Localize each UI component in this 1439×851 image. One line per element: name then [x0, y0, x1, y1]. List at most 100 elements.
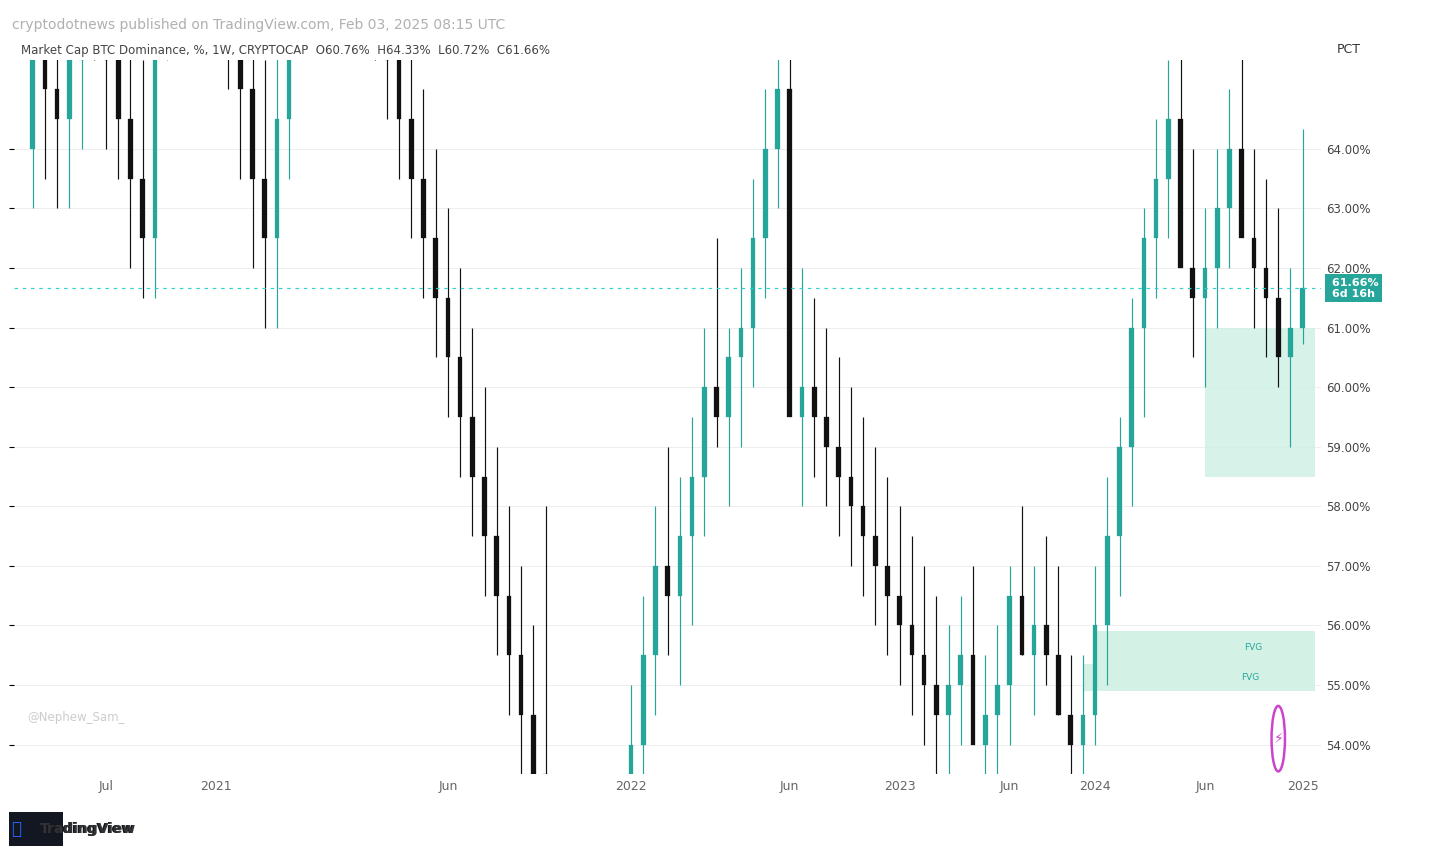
Bar: [665, 566, 671, 596]
Bar: [422, 179, 426, 238]
Text: @Nephew_Sam_: @Nephew_Sam_: [27, 711, 125, 724]
Bar: [1203, 268, 1207, 298]
Bar: [397, 60, 401, 119]
Bar: [1095, 631, 1315, 665]
Bar: [1252, 238, 1256, 268]
Bar: [1179, 119, 1183, 268]
Bar: [237, 0, 243, 89]
Bar: [1117, 447, 1122, 536]
Bar: [800, 387, 804, 417]
Bar: [1056, 655, 1061, 715]
Text: ™ TradingView: ™ TradingView: [9, 822, 134, 836]
Bar: [616, 834, 622, 851]
Bar: [776, 89, 780, 149]
Text: FVG: FVG: [1240, 673, 1259, 683]
Text: Market Cap BTC Dominance, %, 1W, CRYPTOCAP  O60.76%  H64.33%  L60.72%  C61.66%: Market Cap BTC Dominance, %, 1W, CRYPTOC…: [22, 44, 550, 57]
Bar: [971, 655, 976, 745]
Bar: [898, 596, 902, 625]
Bar: [519, 655, 524, 715]
Bar: [836, 447, 840, 477]
Bar: [55, 89, 59, 119]
Text: PCT: PCT: [1337, 43, 1361, 56]
Bar: [1276, 298, 1281, 357]
Text: 61.66%
 6d 16h: 61.66% 6d 16h: [1328, 277, 1379, 299]
Bar: [1032, 625, 1036, 655]
Bar: [812, 387, 816, 417]
Bar: [1166, 119, 1171, 179]
Bar: [1301, 288, 1305, 328]
Bar: [947, 685, 951, 715]
Text: cryptodotnews published on TradingView.com, Feb 03, 2025 08:15 UTC: cryptodotnews published on TradingView.c…: [12, 18, 505, 31]
Bar: [128, 119, 132, 179]
Bar: [409, 119, 413, 179]
Bar: [68, 60, 72, 119]
Bar: [1227, 149, 1232, 208]
Bar: [433, 238, 437, 298]
Bar: [286, 0, 292, 119]
Bar: [250, 89, 255, 179]
Bar: [714, 387, 720, 417]
Bar: [1263, 268, 1268, 298]
Bar: [653, 566, 658, 655]
Bar: [1288, 328, 1292, 357]
Bar: [1154, 179, 1158, 238]
Bar: [751, 238, 755, 328]
Bar: [934, 685, 938, 715]
Bar: [275, 119, 279, 238]
Bar: [702, 387, 707, 477]
Bar: [909, 625, 914, 655]
Bar: [1130, 328, 1134, 447]
Text: FVG: FVG: [1245, 643, 1262, 653]
Bar: [1190, 268, 1196, 298]
Bar: [495, 536, 499, 596]
Bar: [30, 0, 35, 149]
Bar: [262, 179, 268, 238]
Bar: [640, 655, 646, 745]
Bar: [531, 715, 535, 774]
Text: TradingView: TradingView: [40, 822, 137, 836]
Bar: [79, 0, 83, 60]
Bar: [873, 536, 878, 566]
Bar: [1239, 149, 1243, 238]
Bar: [507, 596, 511, 655]
Bar: [1141, 238, 1147, 328]
Bar: [9, 812, 63, 846]
Bar: [787, 89, 791, 417]
Bar: [43, 0, 47, 89]
Bar: [153, 0, 157, 238]
Bar: [678, 536, 682, 596]
Bar: [738, 328, 744, 357]
Bar: [544, 774, 548, 851]
Bar: [140, 179, 145, 238]
Bar: [983, 715, 987, 745]
Bar: [996, 685, 1000, 715]
Text: ⚡: ⚡: [1274, 732, 1284, 745]
Bar: [1043, 625, 1049, 655]
Bar: [446, 298, 450, 357]
Bar: [1019, 596, 1025, 655]
Bar: [1084, 664, 1315, 691]
Bar: [727, 357, 731, 417]
Text: 📺: 📺: [12, 820, 22, 838]
Bar: [471, 417, 475, 477]
Bar: [458, 357, 462, 417]
Bar: [1204, 328, 1315, 477]
Bar: [1092, 625, 1098, 715]
Bar: [1068, 715, 1073, 745]
Bar: [1007, 596, 1012, 685]
Bar: [885, 566, 889, 596]
Bar: [104, 0, 108, 60]
Bar: [117, 60, 121, 119]
Bar: [384, 0, 389, 60]
Bar: [689, 477, 695, 536]
Bar: [482, 477, 486, 536]
Bar: [1215, 208, 1219, 268]
Bar: [1105, 536, 1109, 625]
Bar: [861, 506, 865, 536]
Bar: [922, 655, 927, 685]
Bar: [958, 655, 963, 685]
Bar: [849, 477, 853, 506]
Bar: [1081, 715, 1085, 745]
Bar: [629, 745, 633, 834]
Bar: [763, 149, 768, 238]
